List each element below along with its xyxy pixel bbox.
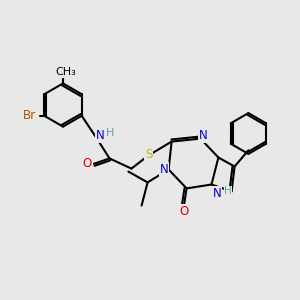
Text: O: O — [83, 157, 92, 170]
Text: Br: Br — [23, 109, 36, 122]
Text: N: N — [213, 187, 222, 200]
Text: N: N — [95, 129, 104, 142]
Text: O: O — [180, 205, 189, 218]
Text: S: S — [145, 148, 152, 161]
Text: H: H — [224, 186, 232, 196]
Text: N: N — [160, 163, 169, 176]
Text: CH₃: CH₃ — [55, 67, 76, 77]
Text: N: N — [198, 129, 207, 142]
Text: H: H — [106, 128, 114, 138]
